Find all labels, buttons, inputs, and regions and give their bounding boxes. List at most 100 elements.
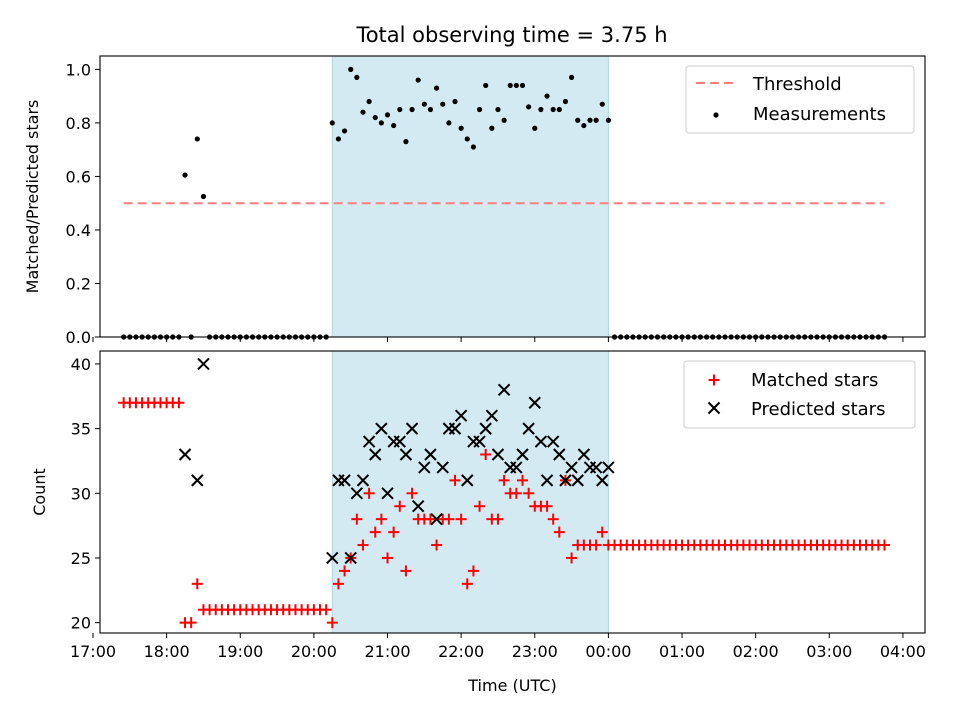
measurement-point	[483, 82, 489, 89]
bottom-y-tick-label: 35	[71, 420, 91, 439]
cross-b	[393, 435, 406, 448]
predicted-star-point	[461, 474, 474, 487]
measurement-point	[415, 77, 421, 83]
bottom-y-tick-label: 40	[71, 355, 91, 374]
cross-b	[362, 435, 376, 448]
predicted-star-point	[375, 422, 388, 435]
measurement-point	[587, 117, 593, 123]
cross-b	[461, 474, 474, 487]
predicted-star-point	[393, 435, 406, 448]
predicted-star-point	[559, 474, 572, 487]
measurement-point	[200, 193, 207, 200]
measurement-point	[360, 109, 366, 115]
matched-star-point	[326, 617, 338, 629]
x-tick-label: 00:00	[585, 642, 631, 661]
measurement-point	[501, 117, 507, 123]
measurement-point	[452, 98, 458, 105]
top-y-tick-label: 1.0	[66, 60, 91, 79]
cross-b	[571, 474, 584, 487]
predicted-star-point	[191, 474, 204, 487]
matched-star-point	[480, 448, 492, 460]
matched-star-point	[191, 578, 203, 590]
top-y-tick-label: 0.0	[66, 328, 91, 347]
bottom-axes-frame	[99, 350, 926, 634]
matched-star-point	[185, 617, 197, 629]
cross-b	[430, 512, 443, 526]
cross-b	[534, 435, 548, 448]
cross-b	[528, 396, 541, 409]
cross-b	[369, 448, 382, 461]
x-tick-label: 19:00	[217, 642, 263, 661]
cross-b	[485, 409, 499, 422]
cross-b	[522, 422, 535, 435]
measurement-point	[434, 85, 440, 91]
matched-star-point	[517, 474, 529, 486]
legend-measurement-swatch	[713, 112, 719, 118]
predicted-star-point	[430, 512, 443, 526]
predicted-star-point	[546, 435, 560, 448]
measurement-point	[397, 106, 403, 113]
predicted-star-point	[571, 474, 584, 487]
legend-predicted-label: Predicted stars	[751, 399, 885, 420]
measurement-point	[182, 172, 188, 178]
measurement-point	[194, 136, 200, 142]
measurement-point	[568, 74, 575, 81]
top-shaded-interval	[332, 56, 609, 337]
bottom-y-tick-label: 25	[71, 549, 91, 568]
legend-measurement-label: Measurements	[753, 104, 886, 125]
matched-star-point	[332, 578, 344, 590]
cross-b	[381, 487, 394, 500]
cross-b	[491, 448, 505, 461]
top-y-tick-label: 0.6	[66, 167, 91, 186]
predicted-star-point	[381, 487, 394, 500]
measurement-point	[538, 106, 544, 113]
measurement-point	[495, 106, 501, 113]
predicted-star-point	[540, 474, 554, 487]
legend-matched-label: Matched stars	[751, 370, 878, 391]
measurement-point	[391, 122, 397, 129]
measurement-point	[532, 125, 538, 131]
cross-b	[405, 422, 419, 435]
measurement-point	[507, 82, 513, 89]
predicted-star-point	[418, 461, 431, 474]
x-axis-label: Time (UTC)	[467, 676, 556, 695]
x-tick-label: 18:00	[144, 642, 190, 661]
predicted-star-point	[356, 474, 370, 487]
top-legend	[685, 65, 915, 134]
cross-b	[197, 357, 210, 371]
cross-b	[448, 422, 462, 435]
cross-b	[473, 435, 486, 448]
top-y-tick-label: 0.8	[66, 114, 91, 133]
predicted-star-point	[454, 409, 468, 422]
bottom-legend-box	[683, 360, 916, 429]
measurement-point	[605, 117, 612, 123]
cross-b	[559, 474, 572, 487]
cross-b	[356, 474, 370, 487]
predicted-star-point	[424, 448, 437, 461]
predicted-star-point	[485, 409, 499, 422]
matched-star-point	[467, 565, 479, 577]
matched-star-point	[553, 526, 565, 538]
matched-star-point	[510, 487, 522, 499]
matched-star-point	[455, 513, 467, 525]
matched-star-point	[424, 513, 436, 525]
measurement-point	[556, 106, 562, 113]
measurement-point	[562, 98, 569, 105]
measurement-point	[513, 82, 519, 89]
cross-b	[411, 500, 425, 513]
predicted-star-point	[338, 474, 351, 487]
measurement-point	[599, 101, 605, 107]
matched-star-point	[566, 552, 578, 564]
matched-star-point	[357, 539, 369, 551]
matched-star-point	[547, 513, 559, 525]
matched-star-point	[320, 604, 332, 616]
measurement-point	[348, 66, 354, 72]
measurement-point	[372, 114, 378, 121]
cross-b	[418, 461, 431, 474]
matched-star-point	[590, 539, 602, 551]
matched-star-point	[400, 565, 412, 577]
measurement-point	[366, 98, 372, 105]
x-tick-label: 02:00	[733, 642, 779, 661]
measurement-point	[476, 106, 483, 113]
matched-star-point	[351, 513, 363, 525]
